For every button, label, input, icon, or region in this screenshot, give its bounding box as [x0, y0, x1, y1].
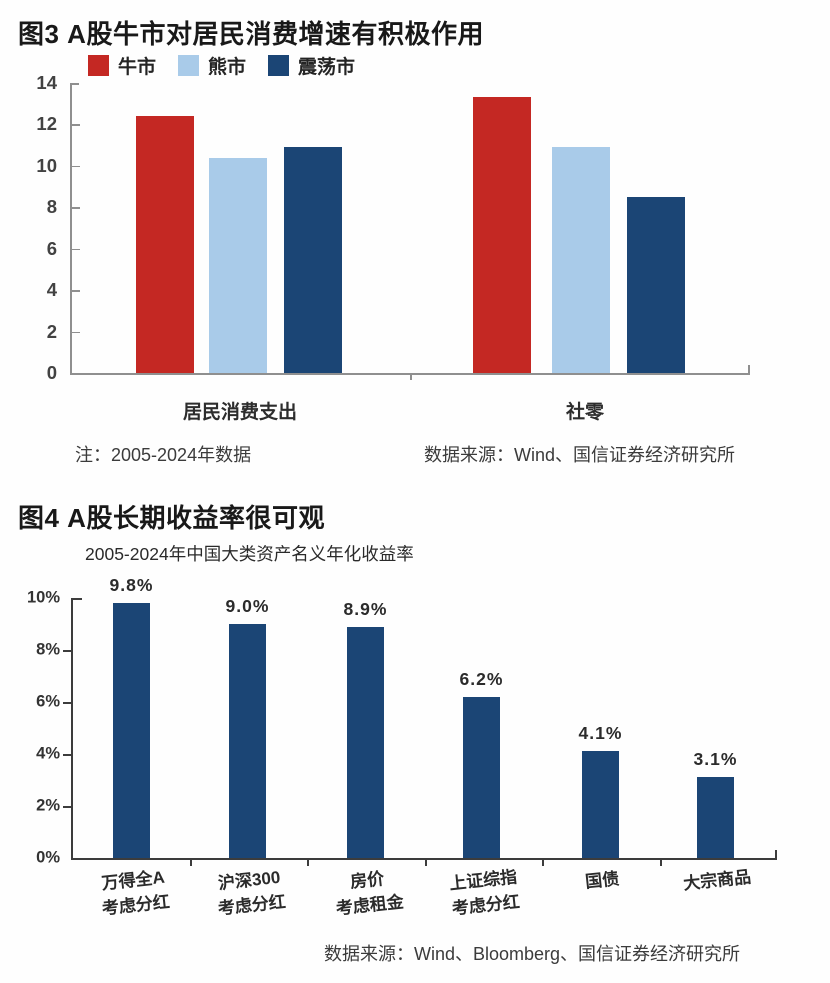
- bar-value-label: 3.1%: [693, 749, 738, 769]
- y-tick-label: 10%: [26, 588, 60, 607]
- category-label-社零: 社零: [565, 402, 604, 423]
- y-tick-label: 4%: [36, 744, 60, 763]
- y-tick-label: 10: [36, 154, 57, 176]
- y-tick-label: 6%: [36, 692, 60, 711]
- y-axis-line: [70, 83, 72, 374]
- figure3-title: 图3 A股牛市对居民消费增速有积极作用: [18, 19, 484, 49]
- y-tick-mark: [71, 248, 80, 251]
- figure3-source: 数据来源：Wind、国信证券经济研究所: [424, 445, 736, 465]
- figure4-title: 图4 A股长期收益率很可观: [18, 503, 325, 533]
- figure4-source: 数据来源：Wind、Bloomberg、国信证券经济研究所: [324, 944, 741, 964]
- y-axis-top-cap: [73, 598, 82, 600]
- legend-swatch-icon: [178, 55, 200, 76]
- y-tick-mark: [71, 331, 80, 334]
- y-tick-label: 6: [46, 237, 57, 259]
- legend-label: 熊市: [208, 57, 247, 78]
- y-tick-mark: [63, 650, 71, 652]
- legend-swatch-icon: [268, 55, 290, 76]
- bar-大宗商品: [697, 777, 734, 858]
- bar-万得全A考虑分红: [113, 603, 150, 858]
- y-axis-line: [71, 598, 73, 860]
- y-tick-label: 8: [46, 196, 57, 218]
- legend-label: 震荡市: [298, 57, 356, 78]
- x-axis-end-tick: [748, 365, 750, 373]
- y-axis-top-cap: [70, 83, 79, 85]
- bar-上证综指考虑分红: [463, 697, 500, 858]
- y-tick-mark: [63, 702, 71, 704]
- bar-沪深300考虑分红: [229, 624, 266, 858]
- category-label-居民消费支出: 居民消费支出: [182, 402, 297, 423]
- bar-牛市-社零: [473, 97, 531, 373]
- y-tick-label: 2: [46, 320, 57, 342]
- y-tick-label: 14: [36, 72, 57, 93]
- y-tick-mark: [71, 290, 80, 292]
- bar-国债: [582, 751, 619, 858]
- bar-value-label: 9.8%: [109, 575, 154, 595]
- y-tick-mark: [71, 124, 80, 126]
- y-tick-label: 8%: [36, 640, 60, 659]
- y-tick-mark: [63, 806, 71, 808]
- y-tick-label: 0%: [36, 848, 60, 867]
- x-axis-separator-tick: [189, 858, 192, 866]
- y-tick-mark: [63, 754, 71, 756]
- figure4-subtitle: 2005-2024年中国大类资产名义年化收益率: [85, 544, 414, 564]
- x-axis-line: [71, 858, 777, 860]
- bar-熊市-居民消费支出: [209, 158, 267, 373]
- bar-value-label: 6.2%: [459, 669, 504, 689]
- figure3-chart: 0 2 4 6 8 10 12 14: [0, 72, 820, 383]
- x-axis-separator-tick: [307, 858, 309, 866]
- y-tick-label: 2%: [36, 796, 60, 815]
- x-axis-end-tick: [775, 850, 777, 858]
- x-axis-separator-tick: [659, 858, 662, 866]
- y-tick-mark: [71, 165, 80, 168]
- figure3-note: 注：2005-2024年数据: [75, 445, 252, 465]
- legend-item-熊市: 熊市: [178, 52, 246, 79]
- x-axis-separator-tick: [424, 858, 427, 866]
- bar-熊市-社零: [552, 147, 610, 373]
- figure3-legend: 牛市 熊市 震荡市: [88, 52, 355, 79]
- y-tick-label: 0: [46, 362, 57, 383]
- legend-item-震荡市: 震荡市: [268, 52, 355, 79]
- bar-value-label: 4.1%: [578, 723, 623, 743]
- legend-swatch-icon: [88, 55, 109, 76]
- bar-value-label: 8.9%: [343, 599, 388, 619]
- x-axis-mid-tick: [410, 373, 412, 380]
- y-tick-label: 12: [36, 113, 57, 135]
- bar-value-label: 9.0%: [225, 596, 270, 616]
- y-tick-label: 4: [46, 279, 57, 301]
- figure4-chart: 0% 2% 4% 6% 8% 10% 9.8% 万得全A 考虑分红 9.0% 沪深300 考虑分红 8.…: [0, 575, 820, 920]
- bar-房价考虑租金: [347, 627, 384, 858]
- bar-震荡市-社零: [627, 197, 685, 373]
- y-tick-mark: [71, 207, 80, 209]
- legend-label: 牛市: [118, 57, 157, 78]
- bar-震荡市-居民消费支出: [284, 147, 342, 373]
- x-axis-separator-tick: [542, 858, 544, 866]
- bar-牛市-居民消费支出: [136, 116, 194, 373]
- legend-item-牛市: 牛市: [88, 52, 156, 79]
